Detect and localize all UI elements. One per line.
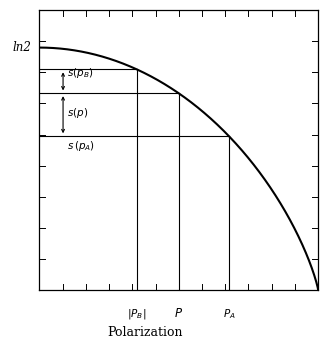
Text: $s(p)$: $s(p)$ <box>67 106 88 120</box>
Text: $P$: $P$ <box>174 307 183 320</box>
Text: $|P_B|$: $|P_B|$ <box>127 307 147 321</box>
Text: ln2: ln2 <box>12 41 31 54</box>
Text: Polarization: Polarization <box>108 326 183 339</box>
Text: $s\,(p_A)$: $s\,(p_A)$ <box>67 139 95 153</box>
Text: $P_A$: $P_A$ <box>223 307 235 321</box>
Text: $s(p_B)$: $s(p_B)$ <box>67 65 94 80</box>
